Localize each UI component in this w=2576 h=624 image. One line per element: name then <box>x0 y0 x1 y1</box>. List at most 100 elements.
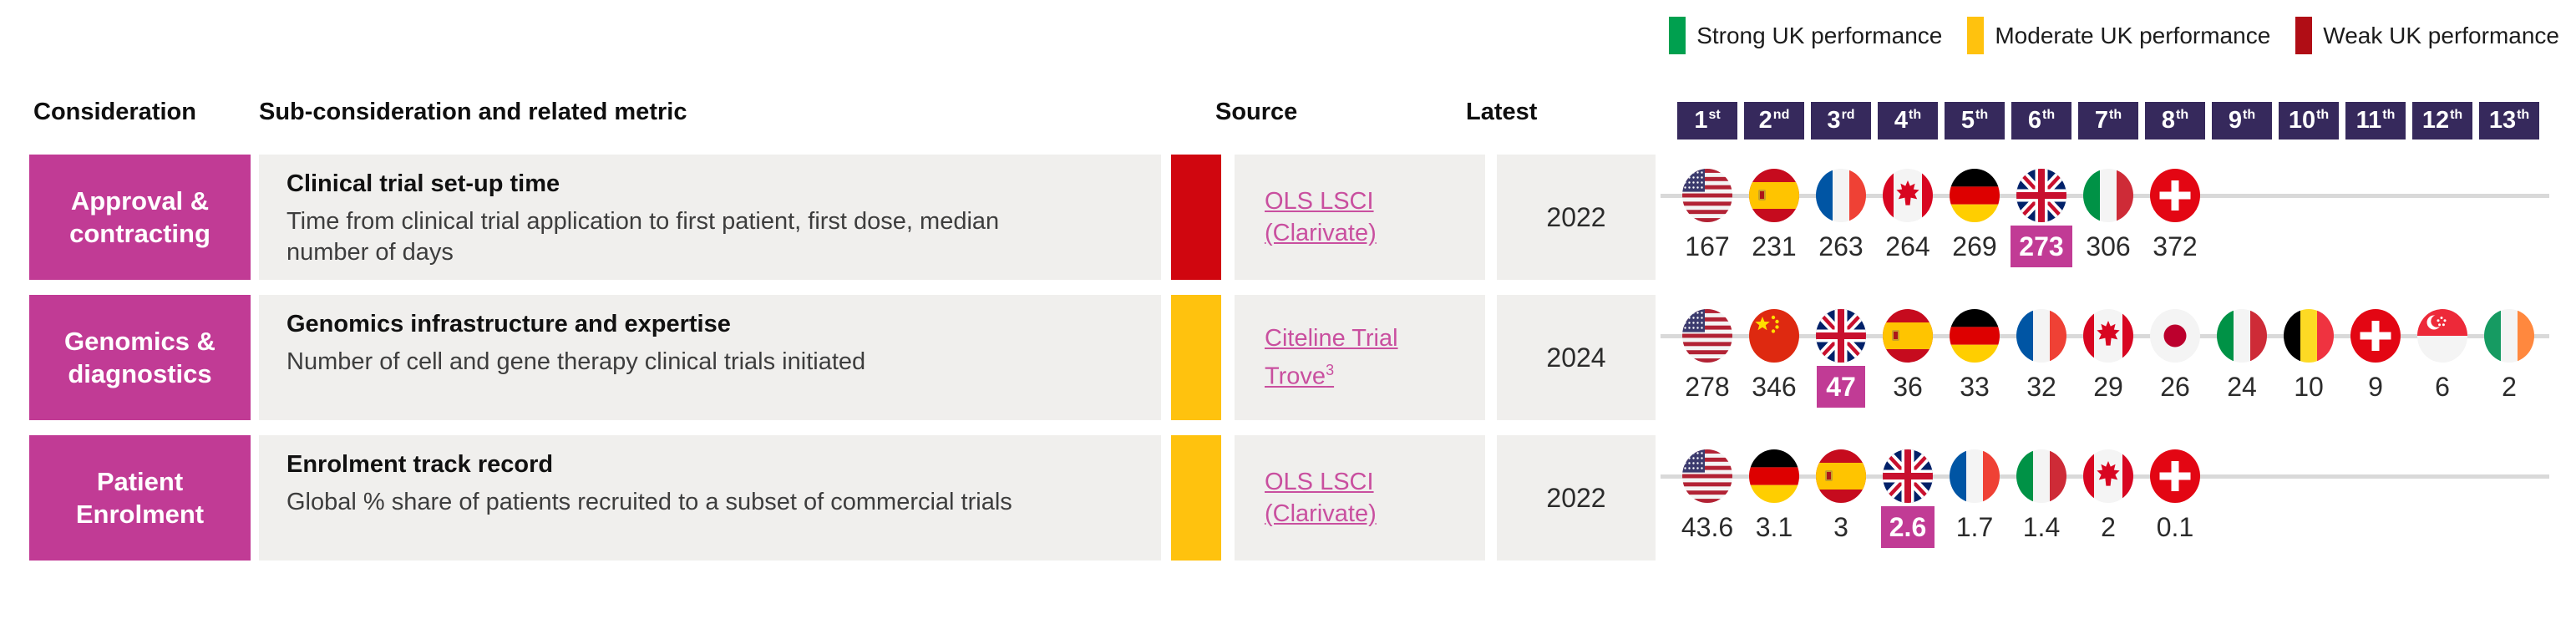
country-rank-point: 167 <box>1674 169 1741 261</box>
country-rank-point: 273 <box>2008 169 2075 267</box>
spain-flag <box>1749 169 1799 222</box>
metric-header: Sub-consideration and related metric <box>259 99 687 125</box>
status-indicator-weak <box>1171 155 1221 280</box>
source-link[interactable]: Citeline Trial Trove3 <box>1265 322 1453 393</box>
rank-suffix: th <box>1909 107 1922 122</box>
metric-value: 167 <box>1685 231 1730 261</box>
metric-value: 264 <box>1885 231 1930 261</box>
belgium-flag <box>2284 309 2334 363</box>
uk-highlighted-value: 2.6 <box>1880 506 1935 548</box>
source-cell: OLS LSCI (Clarivate) <box>1235 435 1485 561</box>
metric-value: 372 <box>2153 231 2198 261</box>
country-rank-point: 24 <box>2208 309 2275 401</box>
latest-year: 2022 <box>1497 155 1656 280</box>
country-rank-point: 9 <box>2342 309 2409 401</box>
spain-flag <box>1883 309 1933 363</box>
country-rank-point: 263 <box>1808 169 1874 261</box>
metric-value: 2 <box>2101 512 2116 542</box>
metric-value: 10 <box>2294 372 2324 402</box>
metric-value: 9 <box>2368 372 2383 402</box>
country-rank-point: 33 <box>1941 309 2008 401</box>
metric-value: 6 <box>2435 372 2450 402</box>
china-flag <box>1749 309 1799 363</box>
uk-flag <box>1883 449 1933 503</box>
rank-suffix: th <box>1975 107 1989 122</box>
switzerland-flag <box>2150 169 2200 222</box>
metric-value: 1.7 <box>1955 512 1994 542</box>
rank-suffix: th <box>2042 107 2056 122</box>
metric-value: 2 <box>2502 372 2517 402</box>
uk-flag <box>1816 309 1866 363</box>
country-rank-point: 6 <box>2409 309 2476 401</box>
source-link[interactable]: OLS LSCI (Clarivate) <box>1265 466 1453 530</box>
legend-item: Moderate UK performance <box>1967 17 2270 54</box>
rank-number: 3 <box>1827 107 1841 134</box>
metric-value: 26 <box>2160 372 2190 402</box>
latest-header: Latest <box>1466 99 1538 125</box>
rank-number: 9 <box>2228 107 2243 134</box>
country-rank-point: 2 <box>2075 449 2142 541</box>
rank-suffix: th <box>2450 107 2463 122</box>
rank-suffix: st <box>1708 107 1721 122</box>
france-flag <box>2016 309 2066 363</box>
consideration-header: Consideration <box>33 99 196 125</box>
rank-suffix: th <box>2382 107 2396 122</box>
uk-flag <box>2016 169 2066 222</box>
canada-flag <box>1883 169 1933 222</box>
rank-number: 7 <box>2094 107 2109 134</box>
country-rank-point: 346 <box>1741 309 1808 401</box>
metric-value: 33 <box>1960 372 1990 402</box>
consideration-label: Patient Enrolment <box>75 467 205 529</box>
metric-title: Enrolment track record <box>287 451 554 478</box>
legend-label: Strong UK performance <box>1696 22 1943 48</box>
consideration-box: Patient Enrolment <box>29 435 251 561</box>
rank-suffix: th <box>2176 107 2189 122</box>
country-rank-point: 2 <box>2476 309 2543 401</box>
italy-flag <box>2016 449 2066 503</box>
country-rank-point: 372 <box>2142 169 2208 261</box>
table-row: Patient Enrolment Enrolment track record… <box>0 435 2576 561</box>
country-rank-point: 29 <box>2075 309 2142 401</box>
metric-value: 43.6 <box>1681 512 1734 542</box>
rank-number: 10 <box>2288 107 2316 134</box>
metric-value: 306 <box>2086 231 2131 261</box>
metric-value: 263 <box>1818 231 1864 261</box>
legend-label: Moderate UK performance <box>1995 22 2271 48</box>
consideration-label: Approval & contracting <box>69 186 210 248</box>
germany-flag <box>1749 449 1799 503</box>
consideration-label: Genomics & diagnostics <box>64 327 216 388</box>
source-link[interactable]: OLS LSCI (Clarivate) <box>1265 185 1453 249</box>
rank-suffix: th <box>2316 107 2330 122</box>
source-header: Source <box>1215 99 1298 125</box>
rank-number: 4 <box>1894 107 1909 134</box>
metric-cell: Clinical trial set-up time Time from cli… <box>259 155 1161 280</box>
ranking-strip: 278 346 47 36 33 32 29 26 24 10 9 <box>0 295 2576 420</box>
metric-cell: Enrolment track record Global % share of… <box>259 435 1161 561</box>
canada-flag <box>2083 309 2133 363</box>
country-rank-point: 3 <box>1808 449 1874 541</box>
uk-highlighted-value: 47 <box>1817 366 1865 408</box>
country-rank-point: 264 <box>1874 169 1941 261</box>
metric-value: 0.1 <box>2156 512 2194 542</box>
source-link-text: OLS LSCI (Clarivate) <box>1265 188 1377 246</box>
metric-title: Genomics infrastructure and expertise <box>287 311 731 337</box>
rank-suffix: nd <box>1772 107 1790 122</box>
ranking-strip: 167 231 263 264 269 273 306 372 <box>0 155 2576 280</box>
source-cell: OLS LSCI (Clarivate) <box>1235 155 1485 280</box>
country-rank-point: 26 <box>2142 309 2208 401</box>
metric-description: Global % share of patients recruited to … <box>287 489 1012 515</box>
germany-flag <box>1950 169 2000 222</box>
source-footnote-marker: 3 <box>1326 362 1335 379</box>
metric-title: Clinical trial set-up time <box>287 170 560 197</box>
status-indicator-moderate <box>1171 295 1221 420</box>
italy-flag <box>2083 169 2133 222</box>
metric-description: Time from clinical trial application to … <box>287 208 1000 266</box>
rank-number: 6 <box>2027 107 2042 134</box>
country-rank-point: 3.1 <box>1741 449 1808 541</box>
country-rank-point: 10 <box>2275 309 2342 401</box>
legend: Strong UK performance Moderate UK perfor… <box>1669 17 2559 54</box>
